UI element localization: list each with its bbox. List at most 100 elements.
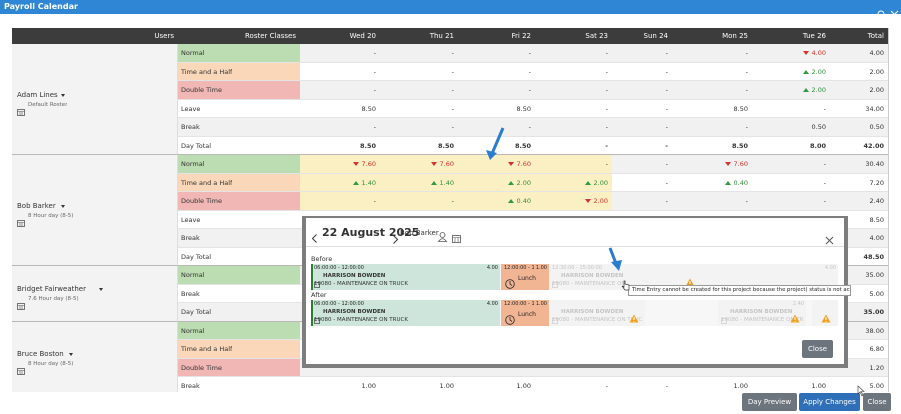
roster-class-cell — [178, 321, 300, 340]
roster-class: Break — [181, 123, 200, 131]
roster-class: Normal — [181, 49, 205, 57]
footer-button[interactable]: Close — [863, 393, 891, 411]
roster-class: Break — [181, 234, 200, 242]
calendar-icon-icon — [452, 235, 461, 243]
warning-icon-icon — [790, 314, 800, 323]
column-header: Thu 21 — [429, 32, 454, 40]
roster-name: 7.6 Hour day (8-5) — [28, 295, 79, 302]
roster-class-cell — [178, 62, 300, 81]
user-icon-icon — [437, 232, 448, 242]
trend-down — [430, 162, 437, 166]
cell-value: 1.40 — [361, 178, 376, 187]
roster-class: Day Total — [181, 141, 212, 150]
annotation-arrow — [486, 126, 506, 162]
user-name[interactable]: Bob Barker — [17, 201, 56, 210]
cell-value: 8.50 — [514, 141, 531, 150]
cell-value: - — [605, 67, 608, 76]
clock-icon — [505, 274, 515, 289]
footer-button[interactable]: Day Preview — [742, 393, 797, 411]
user-dropdown-caret — [61, 204, 65, 208]
next-day-button — [393, 229, 399, 244]
time-entry-work — [311, 264, 500, 290]
roster-class-cell — [178, 266, 300, 285]
cell-value: - — [528, 123, 531, 131]
row-background — [300, 118, 888, 137]
modal-date: 22 August 2025 — [322, 226, 420, 239]
row-total: 48.50 — [863, 252, 884, 261]
cell-value: - — [665, 197, 668, 205]
cell-value: - — [745, 67, 748, 76]
cell-value: - — [665, 123, 668, 131]
trend-up — [430, 180, 437, 185]
row-total: 5.00 — [869, 289, 884, 298]
user-name[interactable]: Adam Lines — [17, 90, 58, 99]
cell-value: 0.40 — [733, 178, 748, 187]
roster-class: Break — [181, 382, 200, 390]
roster-class: Day Total — [181, 252, 212, 261]
highlight-cell — [380, 192, 458, 210]
roster-class: Break — [181, 289, 200, 298]
entry-icon-icon — [314, 282, 320, 288]
row-background — [300, 44, 888, 63]
cell-value: 0.50 — [811, 123, 826, 131]
cell-value: - — [451, 123, 454, 131]
modal-close-x — [825, 229, 834, 245]
user-cell — [12, 266, 178, 322]
modal-close-button[interactable]: Close — [802, 340, 833, 358]
roster-class: Leave — [181, 215, 201, 224]
cell-value: - — [605, 86, 608, 94]
cell-value: 8.50 — [359, 141, 376, 150]
roster-class: Day Total — [181, 308, 212, 316]
roster-class-cell — [178, 229, 300, 248]
roster-class: Leave — [181, 104, 201, 113]
prev-day-button-icon — [311, 234, 317, 243]
user-dropdown-caret — [98, 287, 103, 291]
roster-class: Double Time — [181, 197, 223, 205]
entry-hours: 1.00 — [535, 265, 547, 271]
roster-icon — [17, 212, 25, 227]
entry-hours: 4.00 — [486, 265, 498, 271]
tooltip: Time Entry cannot be created for this pr… — [628, 285, 851, 296]
trend-up — [507, 180, 514, 185]
trend-down — [724, 162, 731, 166]
entry-job: 10080 - MAINTENANCE ON TRUCK — [314, 317, 408, 323]
roster-class-cell — [178, 358, 300, 377]
highlight-cell — [300, 192, 380, 210]
clock-icon-icon — [505, 279, 515, 289]
highlight-cell — [535, 155, 612, 173]
entry-icon-icon — [314, 318, 320, 324]
cell-value: - — [665, 49, 668, 57]
roster-name: 8 Hour day (8-5) — [28, 212, 74, 219]
entry-hours: 4.00 — [824, 265, 836, 271]
prev-day-button — [311, 228, 317, 243]
row-background — [300, 136, 888, 155]
footer-button[interactable]: Apply Changes — [799, 393, 860, 411]
user-name[interactable]: Bridget Fairweather — [17, 284, 86, 293]
cell-value: - — [745, 49, 748, 57]
entry-icon — [552, 309, 558, 324]
close-window-button — [890, 3, 899, 19]
entry-icon — [721, 309, 727, 324]
row-total: 34.00 — [865, 104, 884, 113]
user-cell — [12, 44, 178, 155]
cell-value: - — [665, 178, 668, 187]
cell-value: - — [451, 49, 454, 57]
user-name[interactable]: Bruce Boston — [17, 349, 64, 358]
roster-class-cell — [178, 118, 300, 137]
cell-value: - — [665, 382, 668, 390]
cell-value: 1.00 — [516, 382, 531, 390]
roster-name: Default Roster — [28, 101, 68, 108]
user-icon — [437, 227, 448, 242]
row-total: 38.00 — [865, 326, 884, 335]
cell-value: 7.60 — [733, 160, 748, 168]
column-header: Total — [867, 32, 884, 40]
roster-name: 8 Hour day (8-5) — [28, 360, 74, 367]
roster-icon — [17, 360, 25, 375]
cell-value: 8.50 — [361, 104, 376, 113]
row-total: 8.50 — [869, 215, 884, 224]
entry-icon-icon — [552, 282, 558, 288]
warning-icon-icon — [821, 314, 831, 323]
roster-icon — [17, 295, 25, 310]
row-total: 35.00 — [865, 271, 884, 279]
